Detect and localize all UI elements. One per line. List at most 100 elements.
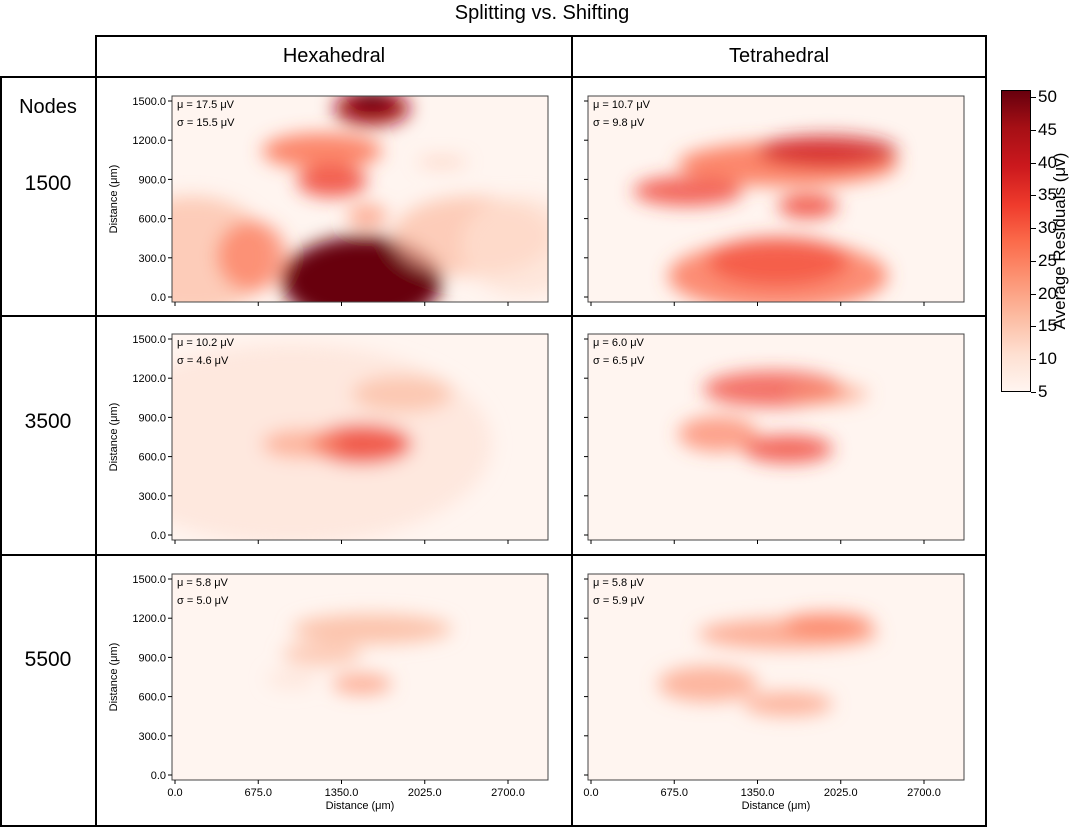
- y-tick-label: 300.0: [138, 253, 166, 265]
- heatmap-tet-5500: μ = 5.8 μV σ = 5.9 μV 0.0 675.0 1350.0 2025.0…: [583, 573, 965, 812]
- table-border: [0, 825, 986, 827]
- heatmap-region: [347, 204, 387, 228]
- heatmap-panel-hex-5500: μ = 5.8 μV σ = 5.0 μV 1500.0 1200.0 900.0 600…: [108, 573, 549, 812]
- heatmap-panel-tet-5500: μ = 5.8 μV σ = 5.9 μV 0.0 675.0 1350.0 2025.0…: [583, 573, 965, 812]
- colorbar-tick-label: 45: [1038, 119, 1057, 139]
- table-border: [0, 554, 986, 556]
- y-tick-label: 1200.0: [132, 613, 166, 625]
- x-tick-label: 675.0: [244, 787, 272, 799]
- y-tick-label: 1500.0: [132, 334, 166, 346]
- sigma-annotation: σ = 5.9 μV: [593, 595, 645, 607]
- y-axis-label: Distance (μm): [108, 403, 120, 472]
- column-header-tetrahedral: Tetrahedral: [728, 44, 830, 67]
- heatmap-region: [282, 642, 362, 666]
- table-border: [985, 35, 987, 827]
- heatmap-region: [462, 196, 548, 296]
- heatmap-region: [633, 176, 743, 206]
- heatmap-region: [297, 165, 367, 197]
- heatmap-panel-tet-3500: μ = 6.0 μV σ = 6.5 μV: [584, 333, 965, 544]
- heatmap-region: [350, 96, 394, 111]
- y-tick-label: 300.0: [138, 491, 166, 503]
- axes-frame: [587, 573, 965, 781]
- axes-frame: [587, 333, 965, 541]
- axes-frame: [171, 95, 549, 303]
- heatmap-region: [743, 435, 833, 463]
- figure-title: Splitting vs. Shifting: [454, 2, 630, 24]
- colorbar-tick: [1031, 260, 1036, 262]
- colorbar-tick: [1031, 129, 1036, 131]
- y-tick-label: 900.0: [138, 652, 166, 664]
- x-tick-label: 2025.0: [408, 787, 442, 799]
- table-border: [0, 76, 2, 827]
- heatmap-region: [658, 666, 758, 702]
- heatmap-hex-3500: μ = 10.2 μV σ = 4.6 μV 1500.0 1200.0 900.0 60…: [108, 333, 549, 544]
- heatmap-region: [678, 416, 758, 452]
- table-border: [0, 76, 96, 78]
- sigma-annotation: σ = 9.8 μV: [593, 117, 645, 129]
- table-border: [571, 35, 573, 827]
- table-border: [95, 35, 97, 827]
- colorbar-tick: [1031, 326, 1036, 328]
- heatmap-region: [262, 430, 342, 458]
- x-axis-label: Distance (μm): [326, 800, 395, 812]
- x-tick-label: 1350.0: [325, 787, 359, 799]
- colorbar-tick-label: 40: [1038, 152, 1057, 172]
- row-label-5500: 5500: [24, 648, 72, 671]
- heatmap-panel-hex-1500: μ = 17.5 μV σ = 15.5 μV 1500.0 1200.0 900.0 6…: [108, 95, 549, 306]
- y-tick-label: 600.0: [138, 452, 166, 464]
- sigma-annotation: σ = 4.6 μV: [177, 355, 229, 367]
- mu-annotation: μ = 6.0 μV: [593, 337, 645, 349]
- heatmap-background: [588, 574, 964, 780]
- row-label-3500: 3500: [24, 410, 72, 433]
- heatmap-panel-tet-1500: μ = 10.7 μV σ = 9.8 μV: [584, 95, 965, 306]
- axes-frame: [171, 573, 549, 781]
- mu-annotation: μ = 10.7 μV: [593, 99, 651, 111]
- colorbar-tick-label: 20: [1038, 283, 1057, 303]
- heatmap-region: [292, 614, 452, 644]
- colorbar-tick: [1031, 392, 1036, 393]
- heatmap-region: [262, 133, 382, 169]
- x-axis-label: Distance (μm): [742, 800, 811, 812]
- y-axis-label: Distance (μm): [108, 165, 120, 234]
- colorbar-tick: [1031, 293, 1036, 295]
- y-tick-label: 900.0: [138, 412, 166, 424]
- y-tick-label: 900.0: [138, 174, 166, 186]
- heatmap-region: [312, 424, 412, 464]
- colorbar-tick-label: 30: [1038, 218, 1057, 238]
- y-tick-label: 0.0: [151, 292, 166, 304]
- heatmap-region: [758, 135, 898, 167]
- colorbar-tick: [1031, 162, 1036, 164]
- axes-frame: [587, 95, 965, 303]
- y-tick-label: 0.0: [151, 530, 166, 542]
- table-border: [0, 315, 986, 317]
- colorbar: [1001, 90, 1031, 392]
- heatmap-region: [788, 384, 868, 404]
- colorbar-tick-label: 50: [1038, 87, 1057, 106]
- colorbar-tick: [1031, 359, 1036, 361]
- x-tick-label: 2700.0: [907, 787, 941, 799]
- axes-frame: [171, 333, 549, 541]
- sigma-annotation: σ = 15.5 μV: [177, 117, 235, 129]
- x-tick-label: 1350.0: [741, 787, 775, 799]
- colorbar-label: Average Residuals (μv): [1050, 152, 1069, 330]
- colorbar-tick-label: 35: [1038, 185, 1057, 205]
- colorbar-tick: [1031, 195, 1036, 197]
- x-tick-label: 0.0: [167, 787, 182, 799]
- x-tick-label: 2700.0: [491, 787, 525, 799]
- heatmap-region: [783, 612, 873, 636]
- colorbar-tick-label: 5: [1038, 382, 1048, 401]
- colorbar-tick-label: 25: [1038, 250, 1057, 270]
- mu-annotation: μ = 17.5 μV: [177, 99, 235, 111]
- y-tick-label: 600.0: [138, 692, 166, 704]
- heatmap-region: [417, 158, 467, 166]
- heatmap-region: [302, 236, 422, 302]
- y-tick-label: 1500.0: [132, 574, 166, 586]
- y-tick-label: 0.0: [151, 770, 166, 782]
- y-tick-label: 1200.0: [132, 373, 166, 385]
- sigma-annotation: σ = 6.5 μV: [593, 355, 645, 367]
- heatmap-tet-1500: μ = 10.7 μV σ = 9.8 μV: [584, 95, 965, 306]
- heatmap-region: [332, 674, 392, 694]
- y-tick-label: 600.0: [138, 214, 166, 226]
- mu-annotation: μ = 10.2 μV: [177, 337, 235, 349]
- heatmap-region: [778, 194, 838, 218]
